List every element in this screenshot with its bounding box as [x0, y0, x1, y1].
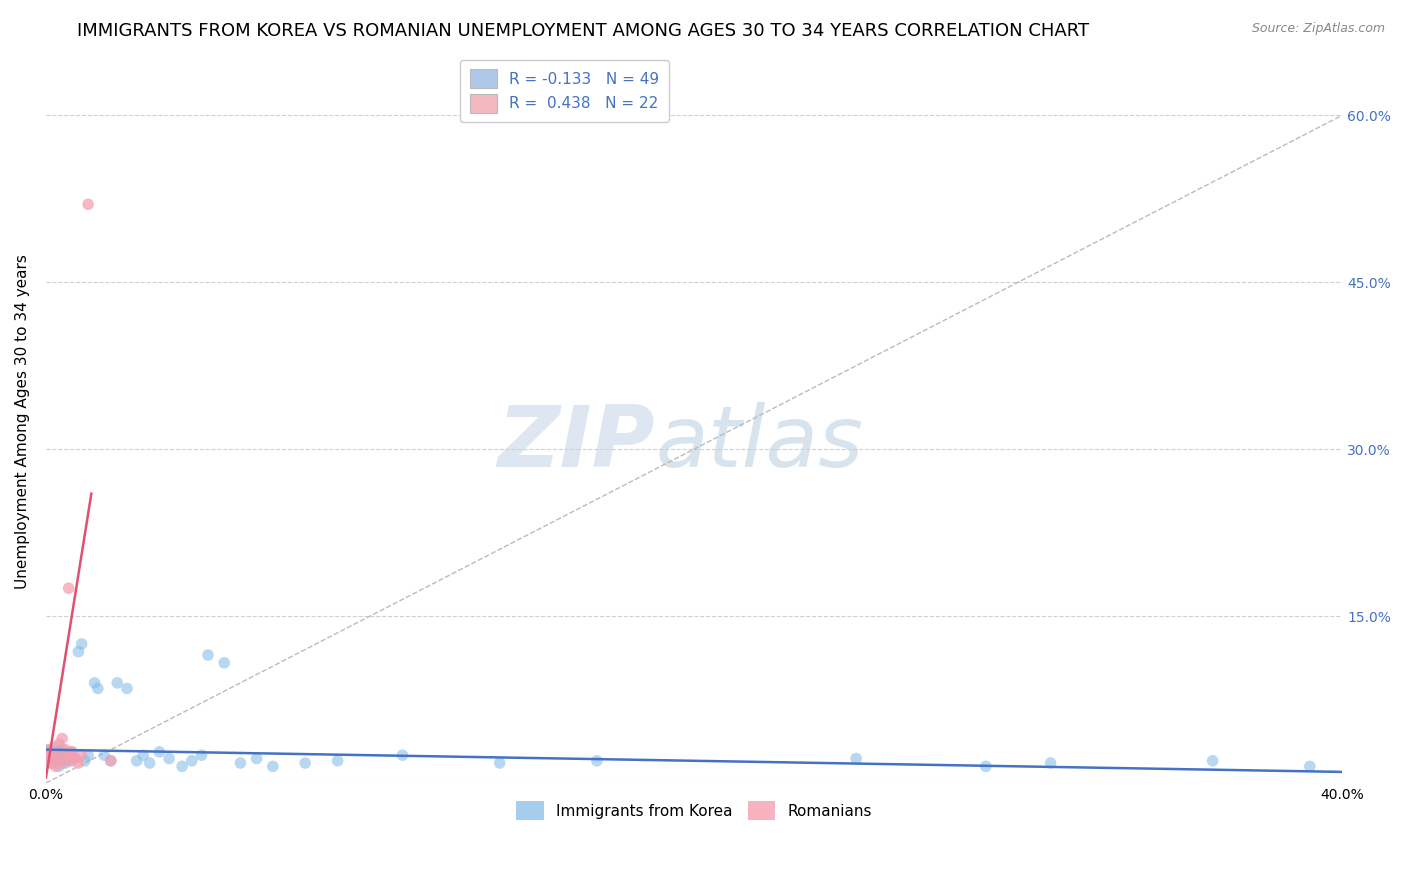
Point — [60, 745, 83, 759]
Point — [58, 581, 80, 595]
Point — [77, 748, 100, 763]
Point — [73, 754, 96, 768]
Point — [38, 756, 60, 770]
Point — [48, 759, 70, 773]
Point — [93, 748, 115, 763]
Point — [586, 754, 609, 768]
Point — [48, 745, 70, 759]
Point — [294, 756, 316, 770]
Point — [51, 742, 73, 756]
Point — [70, 637, 93, 651]
Point — [45, 759, 67, 773]
Text: ZIP: ZIP — [498, 401, 655, 484]
Point — [60, 745, 83, 759]
Point — [326, 754, 349, 768]
Text: Source: ZipAtlas.com: Source: ZipAtlas.com — [1251, 22, 1385, 36]
Text: IMMIGRANTS FROM KOREA VS ROMANIAN UNEMPLOYMENT AMONG AGES 30 TO 34 YEARS CORRELA: IMMIGRANTS FROM KOREA VS ROMANIAN UNEMPL… — [77, 22, 1090, 40]
Point — [845, 751, 868, 765]
Point — [87, 681, 110, 696]
Point — [51, 731, 73, 746]
Point — [51, 756, 73, 770]
Point — [246, 751, 269, 765]
Point — [35, 745, 58, 759]
Point — [45, 754, 67, 768]
Point — [488, 756, 510, 770]
Point — [190, 748, 212, 763]
Point — [974, 759, 997, 773]
Point — [77, 197, 100, 211]
Point — [105, 676, 128, 690]
Point — [58, 748, 80, 763]
Point — [58, 754, 80, 768]
Point — [41, 745, 63, 759]
Point — [138, 756, 160, 770]
Point — [67, 645, 90, 659]
Point — [197, 648, 219, 662]
Point — [132, 748, 155, 763]
Point — [100, 754, 122, 768]
Point — [1299, 759, 1322, 773]
Point — [63, 751, 86, 765]
Point — [157, 751, 180, 765]
Point — [63, 751, 86, 765]
Point — [83, 676, 105, 690]
Text: atlas: atlas — [655, 401, 863, 484]
Point — [35, 748, 58, 763]
Point — [60, 754, 83, 768]
Point — [100, 754, 122, 768]
Point — [1201, 754, 1223, 768]
Point — [41, 748, 63, 763]
Legend: Immigrants from Korea, Romanians: Immigrants from Korea, Romanians — [510, 795, 879, 826]
Point — [55, 756, 77, 770]
Point — [48, 748, 70, 763]
Point — [67, 756, 90, 770]
Point — [55, 748, 77, 763]
Point — [115, 681, 138, 696]
Point — [38, 751, 60, 765]
Point — [172, 759, 194, 773]
Point — [180, 754, 202, 768]
Point — [45, 740, 67, 755]
Point — [70, 748, 93, 763]
Point — [38, 742, 60, 756]
Point — [262, 759, 284, 773]
Point — [229, 756, 252, 770]
Point — [125, 754, 148, 768]
Point — [51, 751, 73, 765]
Point — [55, 742, 77, 756]
Point — [55, 751, 77, 765]
Point — [391, 748, 413, 763]
Y-axis label: Unemployment Among Ages 30 to 34 years: Unemployment Among Ages 30 to 34 years — [15, 254, 30, 589]
Point — [48, 737, 70, 751]
Point — [1039, 756, 1062, 770]
Point — [38, 742, 60, 756]
Point — [45, 754, 67, 768]
Point — [212, 656, 235, 670]
Point — [41, 751, 63, 765]
Point — [41, 756, 63, 770]
Point — [148, 745, 170, 759]
